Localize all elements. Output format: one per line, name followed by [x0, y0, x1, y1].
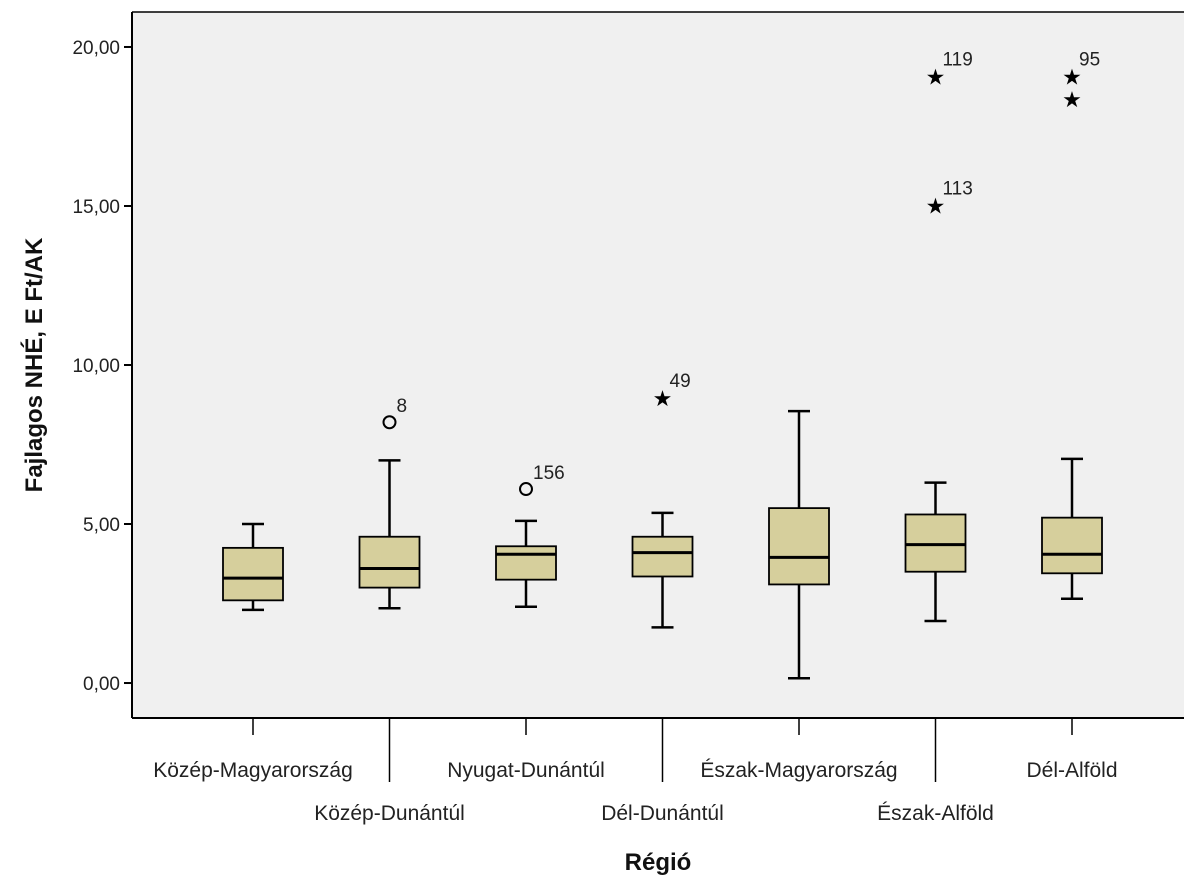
plot-area — [132, 12, 1184, 718]
outlier-star: ★ — [926, 66, 946, 91]
box-group: 156 — [495, 463, 565, 608]
outlier-circle — [382, 415, 397, 430]
y-tick-label: 20,00 — [72, 38, 120, 59]
outlier-label: 49 — [670, 371, 691, 392]
x-category-label: Közép-Magyarország — [153, 759, 353, 782]
outlier-star: ★ — [926, 194, 946, 219]
y-tick-label: 5,00 — [83, 515, 120, 536]
x-category-label: Dél-Alföld — [1026, 759, 1117, 782]
x-category-label: Dél-Dunántúl — [601, 802, 724, 825]
box-group — [222, 522, 284, 612]
box — [495, 545, 557, 581]
x-category-label: Észak-Magyarország — [700, 759, 897, 782]
box — [222, 546, 284, 602]
outlier-star: ★ — [1062, 88, 1082, 113]
outlier-label: 113 — [943, 178, 973, 199]
outlier-star: ★ — [1062, 66, 1082, 91]
box — [768, 507, 830, 586]
box — [358, 535, 421, 589]
y-tick-label: 15,00 — [72, 197, 120, 218]
box-group: ★49 — [631, 371, 694, 629]
y-axis-title: Fajlagos NHÉ, E Ft/AK — [20, 237, 48, 492]
x-category-label: Közép-Dunántúl — [314, 802, 465, 825]
x-category-label: Nyugat-Dunántúl — [447, 759, 605, 782]
box-group — [768, 409, 830, 680]
y-tick-label: 0,00 — [83, 674, 120, 695]
y-tick-label: 10,00 — [72, 356, 120, 377]
box-group: ★95★ — [1041, 50, 1103, 600]
outlier-circle — [519, 482, 533, 497]
box — [1041, 516, 1103, 575]
box-group: 8 — [358, 396, 421, 610]
box — [904, 513, 967, 573]
outlier-label: 119 — [943, 50, 973, 71]
x-category-label: Észak-Alföld — [877, 802, 994, 825]
outlier-label: 95 — [1079, 50, 1100, 71]
x-axis-title: Régió — [625, 849, 692, 876]
box — [631, 535, 694, 578]
outlier-label: 156 — [533, 463, 565, 484]
box-group: ★119★113 — [904, 50, 973, 623]
outlier-label: 8 — [397, 396, 408, 417]
outlier-star: ★ — [653, 387, 673, 412]
